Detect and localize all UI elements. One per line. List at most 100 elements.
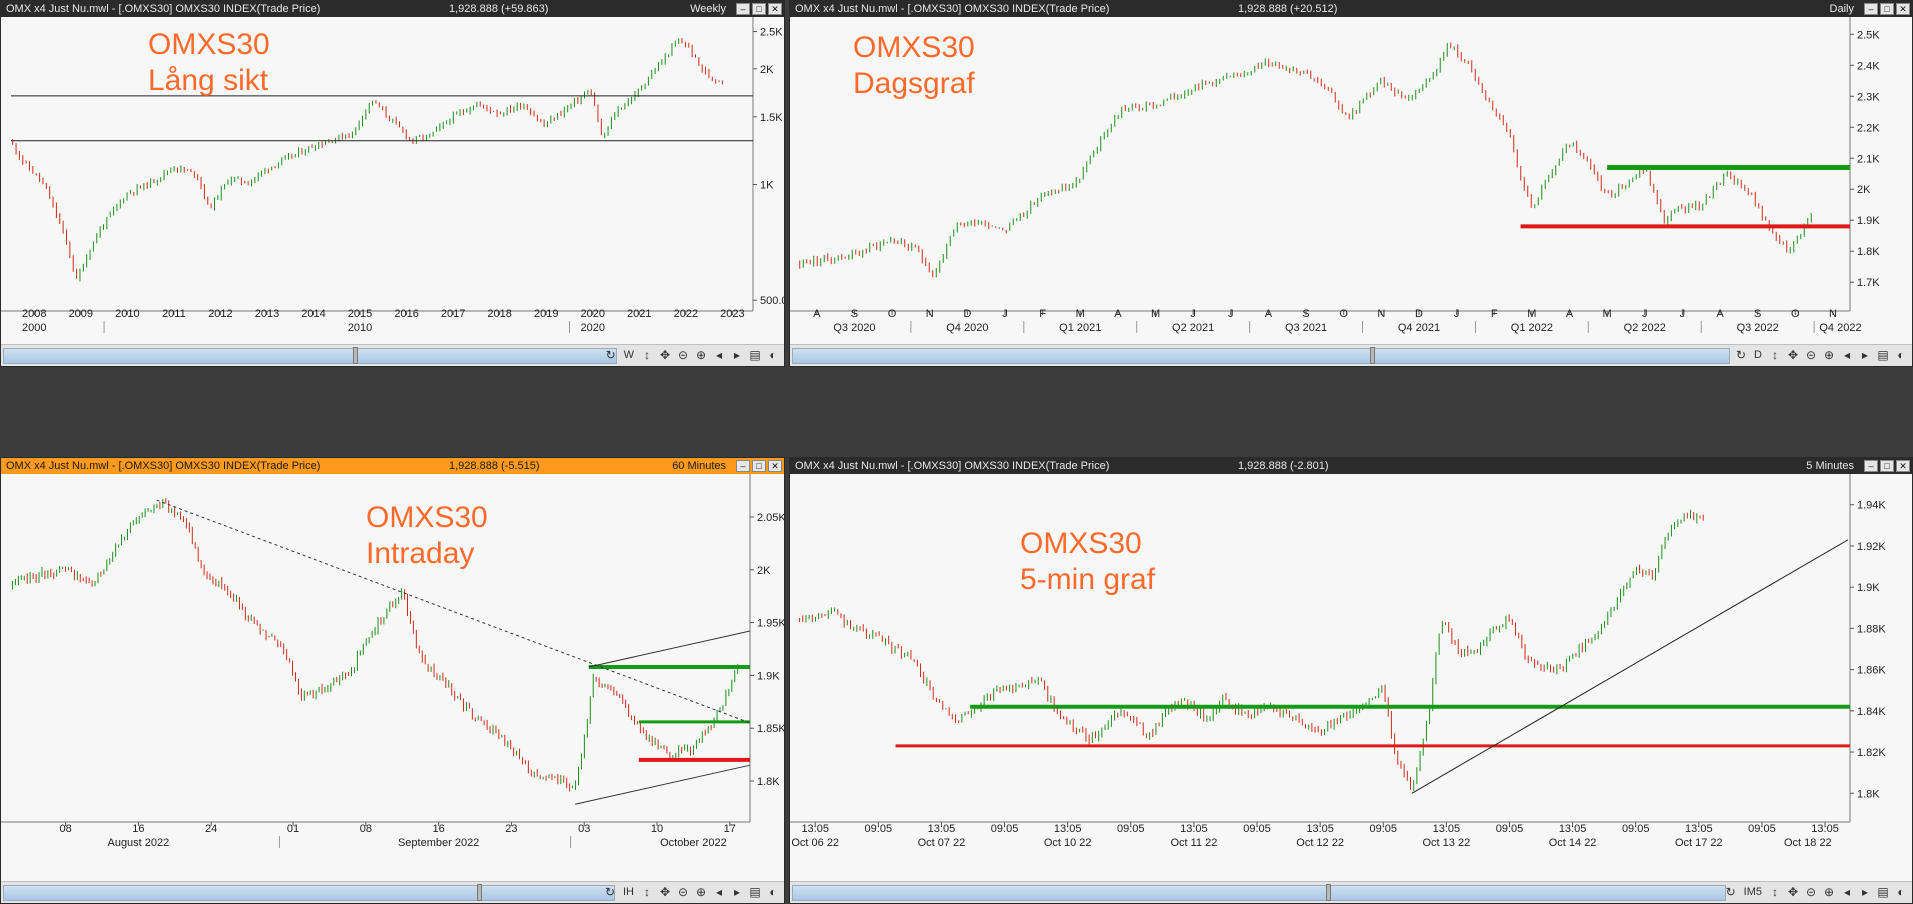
period-button[interactable]: IM5 bbox=[1743, 886, 1762, 898]
daily-chart-window[interactable]: OMX x4 Just Nu.mwl - [.OMXS30] OMXS30 IN… bbox=[789, 0, 1913, 367]
price-chart[interactable]: 2.5K 2K 1.5K 1K 500.000 2008 2009 2010 2011 2012 2… bbox=[1, 17, 785, 347]
vertical-resize-icon[interactable]: ↕ bbox=[1772, 348, 1778, 362]
close-icon[interactable]: ✕ bbox=[768, 3, 782, 15]
forward-icon[interactable]: ▸ bbox=[733, 885, 741, 899]
refresh-icon[interactable]: ↻ bbox=[604, 885, 616, 899]
period-button[interactable]: W bbox=[623, 349, 634, 361]
close-icon[interactable]: ✕ bbox=[768, 460, 782, 472]
back-icon[interactable]: ◂ bbox=[1843, 885, 1851, 899]
palette-icon[interactable]: ◐ bbox=[1897, 885, 1905, 899]
x-period-label: September 2022 bbox=[398, 837, 479, 849]
candles bbox=[12, 38, 723, 282]
zoom-out-icon[interactable]: ⊝ bbox=[1805, 885, 1817, 899]
back-icon[interactable]: ◂ bbox=[715, 348, 723, 362]
forward-icon[interactable]: ▸ bbox=[1861, 885, 1869, 899]
trend-line bbox=[156, 499, 751, 724]
y-tick-label: 1.82K bbox=[1857, 747, 1886, 759]
x-tick-label: 2017 bbox=[441, 308, 465, 320]
maximize-icon[interactable]: □ bbox=[752, 3, 766, 15]
overview-scrollbar[interactable] bbox=[792, 885, 1726, 901]
x-tick-label: J bbox=[1642, 308, 1648, 320]
zoom-in-icon[interactable]: ⊕ bbox=[1823, 885, 1835, 899]
vertical-resize-icon[interactable]: ↕ bbox=[644, 885, 650, 899]
chart-properties-icon[interactable]: ▤ bbox=[749, 348, 761, 362]
x-period-label: Oct 14 22 bbox=[1549, 837, 1597, 849]
price-chart[interactable]: 2.5K 2.4K 2.3K 2.2K 2.1K 2K 1.9K 1.8K 1.7K A S O N D J… bbox=[790, 17, 1913, 347]
overview-scrollbar[interactable] bbox=[792, 348, 1730, 364]
forward-icon[interactable]: ▸ bbox=[733, 348, 741, 362]
maximize-icon[interactable]: □ bbox=[1880, 460, 1894, 472]
minimize-icon[interactable]: – bbox=[1864, 460, 1878, 472]
minimize-icon[interactable]: – bbox=[736, 3, 750, 15]
zoom-in-icon[interactable]: ⊕ bbox=[695, 348, 707, 362]
x-tick-label: 09:05 bbox=[1117, 823, 1145, 835]
five-minute-chart-window[interactable]: OMX x4 Just Nu.mwl - [.OMXS30] OMXS30 IN… bbox=[789, 457, 1913, 904]
close-icon[interactable]: ✕ bbox=[1896, 3, 1910, 15]
price-chart[interactable]: 1.94K 1.92K 1.9K 1.88K 1.86K 1.84K 1.82K 1.8K 13… bbox=[790, 474, 1913, 883]
price-chart[interactable]: 2.05K 2K 1.95K 1.9K 1.85K 1.8K 08 16 24 01 08 16 23 0… bbox=[1, 474, 785, 883]
trend-line bbox=[588, 630, 751, 668]
overview-handle[interactable] bbox=[353, 347, 358, 364]
palette-icon[interactable]: ◐ bbox=[769, 348, 777, 362]
zoom-in-icon[interactable]: ⊕ bbox=[1823, 348, 1835, 362]
overview-scrollbar[interactable] bbox=[3, 885, 615, 901]
vertical-resize-icon[interactable]: ↕ bbox=[644, 348, 650, 362]
overview-scrollbar[interactable] bbox=[3, 348, 617, 364]
x-period-label: Q2 2022 bbox=[1624, 322, 1666, 334]
refresh-icon[interactable]: ↻ bbox=[1725, 885, 1736, 899]
annotation-line-1: OMXS30 bbox=[366, 501, 488, 534]
refresh-icon[interactable]: ↻ bbox=[1736, 348, 1747, 362]
x-period-label: Oct 17 22 bbox=[1675, 837, 1723, 849]
zoom-out-icon[interactable]: ⊝ bbox=[677, 885, 689, 899]
x-tick-label: 2019 bbox=[534, 308, 558, 320]
x-period-label: Q3 2022 bbox=[1737, 322, 1779, 334]
palette-icon[interactable]: ◐ bbox=[769, 885, 777, 899]
window-titlebar[interactable]: OMX x4 Just Nu.mwl - [.OMXS30] OMXS30 IN… bbox=[790, 458, 1912, 474]
x-tick-label: O bbox=[1339, 308, 1348, 320]
chart-properties-icon[interactable]: ▤ bbox=[1877, 348, 1889, 362]
move-icon[interactable]: ✥ bbox=[659, 348, 671, 362]
zoom-out-icon[interactable]: ⊝ bbox=[1805, 348, 1817, 362]
window-titlebar[interactable]: OMX x4 Just Nu.mwl - [.OMXS30] OMXS30 IN… bbox=[1, 1, 784, 17]
x-tick-label: 2010 bbox=[115, 308, 139, 320]
x-tick-label: 17 bbox=[724, 823, 736, 835]
period-button[interactable]: IH bbox=[623, 886, 634, 898]
x-tick-label: 09:05 bbox=[1369, 823, 1397, 835]
window-titlebar[interactable]: OMX x4 Just Nu.mwl - [.OMXS30] OMXS30 IN… bbox=[790, 1, 1912, 17]
forward-icon[interactable]: ▸ bbox=[1861, 348, 1869, 362]
chart-properties-icon[interactable]: ▤ bbox=[749, 885, 761, 899]
y-tick-label: 1.95K bbox=[757, 618, 785, 630]
vertical-resize-icon[interactable]: ↕ bbox=[1772, 885, 1778, 899]
close-icon[interactable]: ✕ bbox=[1896, 460, 1910, 472]
x-period-label: Q4 2022 bbox=[1819, 322, 1861, 334]
palette-icon[interactable]: ◐ bbox=[1897, 348, 1905, 362]
chart-properties-icon[interactable]: ▤ bbox=[1877, 885, 1889, 899]
x-tick-label: A bbox=[1265, 308, 1273, 320]
minimize-icon[interactable]: – bbox=[736, 460, 750, 472]
minimize-icon[interactable]: – bbox=[1864, 3, 1878, 15]
back-icon[interactable]: ◂ bbox=[715, 885, 723, 899]
move-icon[interactable]: ✥ bbox=[1787, 885, 1799, 899]
annotation-line-1: OMXS30 bbox=[853, 31, 975, 64]
y-tick-label: 2.1K bbox=[1857, 153, 1880, 165]
overview-handle[interactable] bbox=[1370, 347, 1375, 364]
maximize-icon[interactable]: □ bbox=[1880, 3, 1894, 15]
zoom-out-icon[interactable]: ⊝ bbox=[677, 348, 689, 362]
window-titlebar[interactable]: OMX x4 Just Nu.mwl - [.OMXS30] OMXS30 IN… bbox=[1, 458, 784, 474]
weekly-chart-window[interactable]: OMX x4 Just Nu.mwl - [.OMXS30] OMXS30 IN… bbox=[0, 0, 785, 367]
back-icon[interactable]: ◂ bbox=[1843, 348, 1851, 362]
annotation-line-2: Lång sikt bbox=[148, 64, 269, 97]
zoom-in-icon[interactable]: ⊕ bbox=[695, 885, 707, 899]
x-tick-label: 13:05 bbox=[1054, 823, 1082, 835]
period-button[interactable]: D bbox=[1754, 349, 1762, 361]
refresh-icon[interactable]: ↻ bbox=[605, 348, 616, 362]
overview-handle[interactable] bbox=[1326, 884, 1331, 901]
x-tick-label: 13:05 bbox=[1180, 823, 1208, 835]
move-icon[interactable]: ✥ bbox=[1787, 348, 1799, 362]
overview-handle[interactable] bbox=[477, 884, 482, 901]
move-icon[interactable]: ✥ bbox=[659, 885, 671, 899]
y-tick-label: 2.05K bbox=[757, 512, 785, 524]
maximize-icon[interactable]: □ bbox=[752, 460, 766, 472]
hourly-chart-window[interactable]: OMX x4 Just Nu.mwl - [.OMXS30] OMXS30 IN… bbox=[0, 457, 785, 904]
annotation-line-2: Intraday bbox=[366, 537, 475, 570]
